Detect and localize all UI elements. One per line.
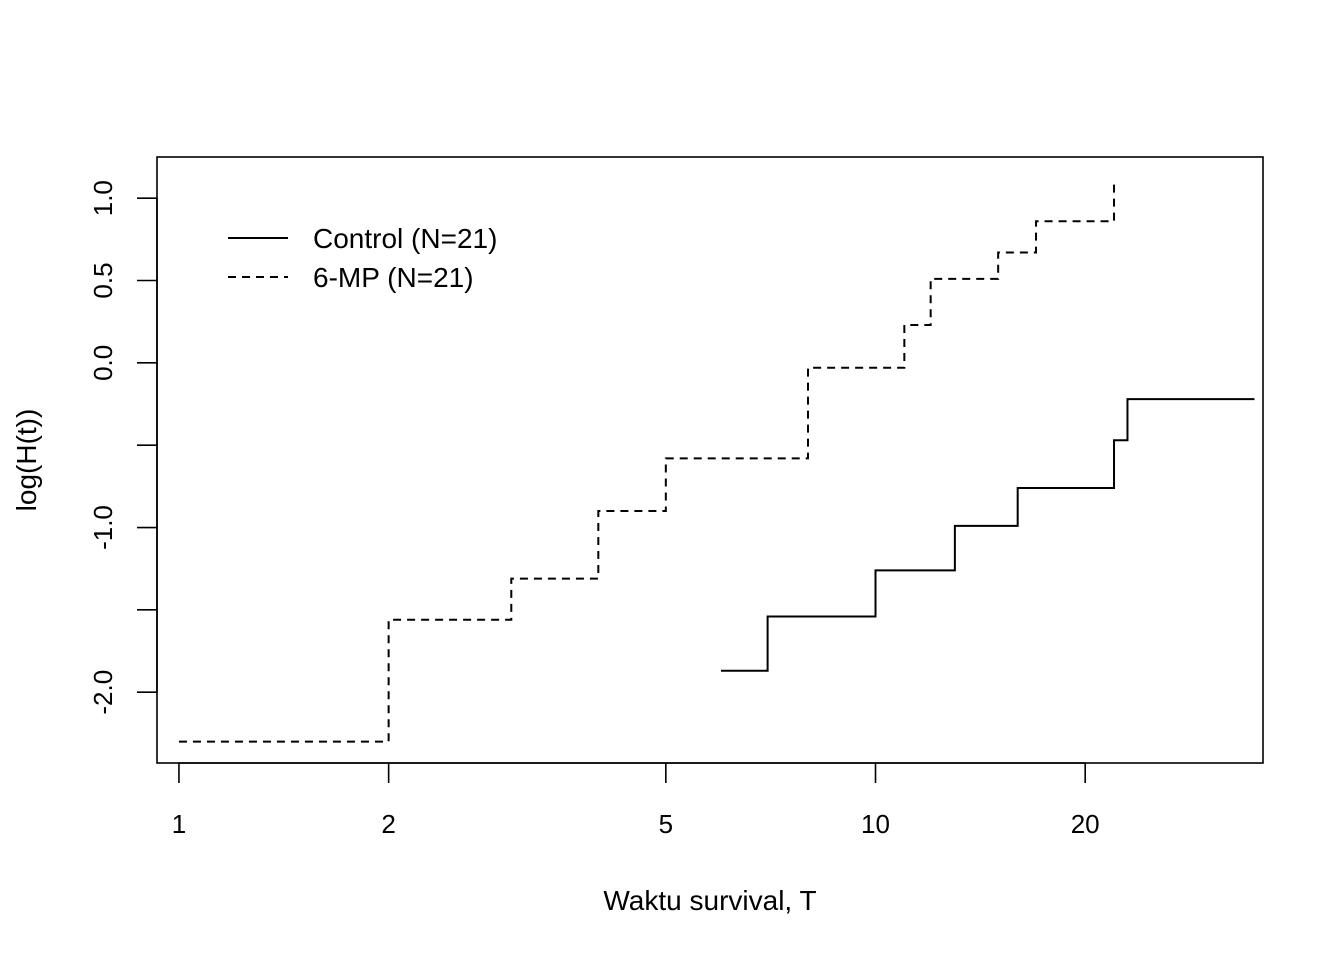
y-tick-label: 0.5 [88,262,118,298]
y-axis: -2.0 -1.0 0.0 0.5 1.0 [88,180,158,715]
x-tick-label: 20 [1071,809,1100,839]
x-tick-label: 1 [172,809,186,839]
x-tick-label: 2 [381,809,395,839]
legend: Control (N=21) 6-MP (N=21) [228,223,497,293]
x-tick-label: 10 [861,809,890,839]
legend-label-1: Control (N=21) [313,223,497,254]
legend-label-2: 6-MP (N=21) [313,262,474,293]
y-axis-label: log(H(t)) [11,409,42,512]
y-tick-label: 0.0 [88,345,118,381]
series-line-2 [178,181,1116,743]
y-tick-label: 1.0 [88,180,118,216]
series-line-1 [720,398,1255,672]
y-tick-label: -2.0 [88,670,118,715]
x-tick-label: 5 [659,809,673,839]
x-axis: 1 2 5 10 20 [172,762,1100,839]
x-axis-label: Waktu survival, T [603,885,816,916]
y-tick-label: -1.0 [88,505,118,550]
series-layer [178,181,1255,743]
